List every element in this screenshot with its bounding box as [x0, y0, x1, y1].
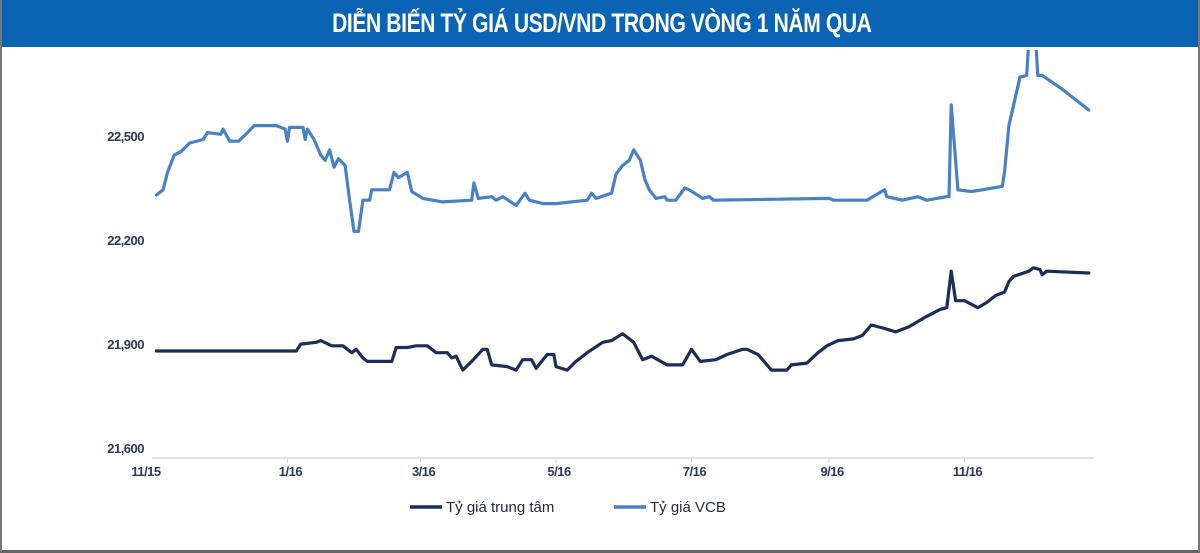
x-tick-label: 1/16 — [279, 464, 303, 479]
title-bar: DIỄN BIẾN TỶ GIÁ USD/VND TRONG VÒNG 1 NĂ… — [2, 0, 1198, 47]
legend-label: Tỷ giá trung tâm — [446, 499, 554, 516]
legend: Tỷ giá trung tâm Tỷ giá VCB — [410, 499, 726, 516]
chart-title: DIỄN BIẾN TỶ GIÁ USD/VND TRONG VÒNG 1 NĂ… — [332, 8, 872, 38]
x-tick-label: 3/16 — [412, 464, 436, 479]
y-tick-label: 21,600 — [107, 441, 144, 456]
y-tick-label: 22,500 — [107, 129, 144, 144]
series-line-vcb-rate — [154, 50, 1091, 233]
series-line-central-rate — [154, 266, 1091, 372]
x-tick-label: 9/16 — [820, 464, 844, 479]
x-tick-label: 11/15 — [131, 464, 161, 479]
y-tick-label: 22,200 — [107, 233, 144, 248]
legend-label: Tỷ giá VCB — [650, 499, 726, 516]
y-tick-label: 21,900 — [107, 337, 144, 352]
x-tick-label: 7/16 — [683, 464, 707, 479]
x-tick-label: 11/16 — [953, 464, 983, 479]
x-tick-label: 5/16 — [547, 464, 571, 479]
